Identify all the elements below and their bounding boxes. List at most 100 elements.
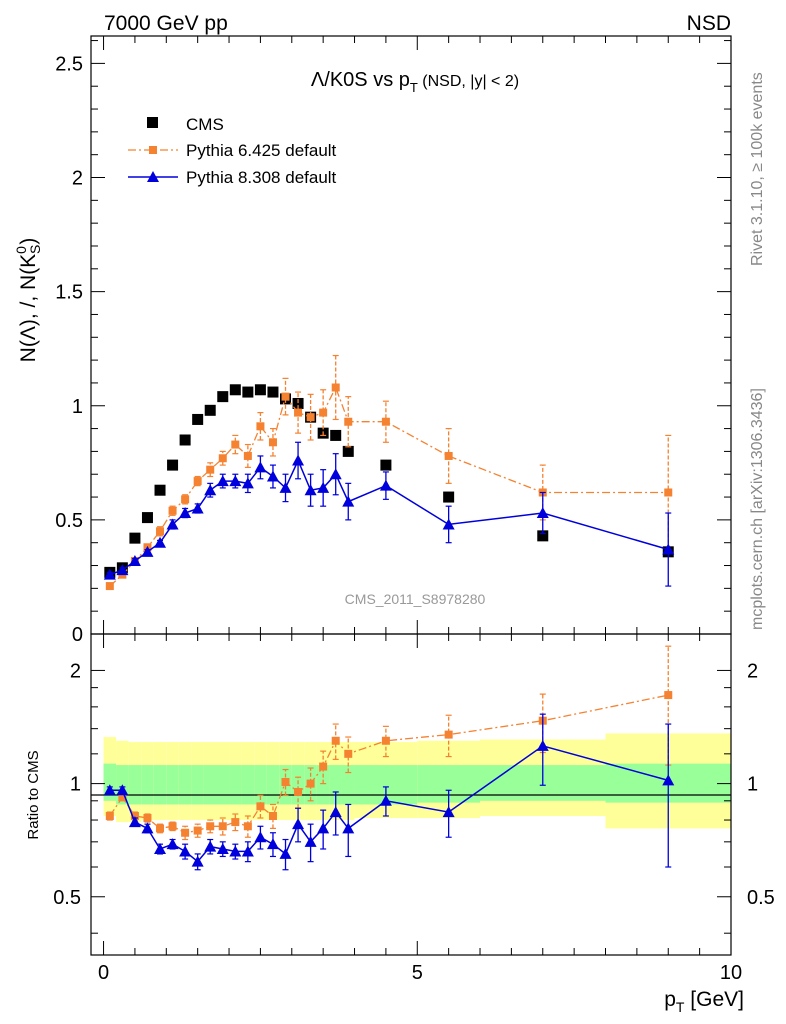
- ratio-pythia-8-308-default-point: [128, 816, 141, 828]
- pythia-6-425-default-point: [156, 527, 165, 536]
- pythia-6-425-default-point: [206, 465, 215, 474]
- pythia-8-308-default-point: [379, 479, 392, 491]
- main-ylabel-tail: ): [17, 238, 40, 245]
- ratio-pythia-8-308-default-point: [662, 774, 675, 786]
- mcplots-label: mcplots.cern.ch [arXiv:1306.3436]: [749, 388, 766, 630]
- ratio-pythia-8-308-default-point: [254, 831, 267, 843]
- ratio-pythia-6-425-default-point: [444, 730, 453, 739]
- pythia-6-425-default-point: [664, 488, 673, 497]
- pythia-8-308-default-point: [279, 481, 292, 493]
- legend-label-pythia8: Pythia 8.308 default: [186, 168, 337, 187]
- cms-point: [254, 384, 266, 396]
- pythia-8-308-default-point: [191, 502, 204, 514]
- ratio-pythia-8-308-default-point: [342, 822, 355, 834]
- main-ytick-label: 1.5: [55, 282, 83, 304]
- ratio-pythia-8-308-default-point: [141, 822, 154, 834]
- ratio-pythia-6-425-default-point: [243, 822, 252, 831]
- x-axis-label-text: p: [664, 988, 676, 1011]
- pythia-6-425-default-point: [256, 422, 265, 431]
- ratio-pythia-8-308-default-point: [229, 845, 242, 857]
- pythia-8-308-default-point: [317, 481, 330, 493]
- pythia-8-308-default-point: [166, 518, 179, 530]
- ratio-pythia-8-308-default-point: [191, 855, 204, 867]
- ratio-pythia-6-425-default-point: [268, 811, 277, 820]
- pythia-8-308-default-point: [342, 495, 355, 507]
- cms-point: [242, 386, 254, 398]
- ratio-pythia-8-308-default-point: [204, 840, 217, 852]
- ratio-pythia-8-308-default-point: [304, 835, 317, 847]
- cms-point: [154, 484, 166, 496]
- cms-point: [537, 530, 549, 542]
- pythia-6-425-default-point: [168, 506, 177, 515]
- cms-point: [141, 512, 153, 524]
- ratio-pythia-8-308-default-point: [329, 806, 342, 818]
- ratio-ytick-label-right: 2: [747, 660, 758, 682]
- pythia-8-308-default-point: [254, 461, 267, 473]
- ratio-ytick-label: 1: [70, 774, 81, 796]
- pythia-8-308-default-point: [241, 477, 254, 489]
- ratio-pythia-6-425-default-point: [306, 779, 315, 788]
- pythia-6-425-default-point: [444, 451, 453, 460]
- pythia-8-308-default-point: [179, 507, 192, 519]
- uncertainty-band-inner: [128, 765, 142, 805]
- legend: CMS Pythia 6.425 default Pythia 8.308 de…: [128, 115, 337, 187]
- ratio-ytick-label-right: 0.5: [747, 887, 775, 909]
- ratio-pythia-6-425-default-point: [256, 802, 265, 811]
- ratio-pythia-6-425-default-point: [381, 736, 390, 745]
- main-title-tail: (NSD, |y| < 2): [418, 73, 519, 90]
- ratio-pythia-8-308-default-point: [179, 845, 192, 857]
- pythia-8-308-default-point: [304, 484, 317, 496]
- main-panel: 00.511.522.5 Λ/K0S vs pT (NSD, |y| < 2) …: [13, 35, 732, 646]
- ratio-pythia-8-308-default-point: [317, 822, 330, 834]
- ratio-pythia-6-425-default-point: [156, 824, 165, 833]
- ratio-pythia-6-425-default-point: [206, 822, 215, 831]
- legend-marker-cms: [147, 117, 158, 128]
- main-ytick-label: 2.5: [55, 53, 83, 75]
- header-right: NSD: [687, 12, 731, 35]
- legend-marker-pythia6: [149, 146, 157, 154]
- ratio-pythia-8-308-default-point: [292, 818, 305, 830]
- ratio-panel: 0.5 0.5 1 1 2 2 0 5 10 Ratio to CMS pT [GeV]: [25, 633, 775, 1015]
- ratio-frame: [90, 633, 732, 956]
- cms-point: [292, 397, 304, 409]
- x-axis-label-tail: [GeV]: [684, 988, 744, 1011]
- pythia-6-425-default-point: [381, 417, 390, 426]
- cms-point: [380, 459, 392, 471]
- ratio-xtick-label: 0: [98, 962, 109, 984]
- ratio-pythia-6-425-default-point: [218, 822, 227, 831]
- cms-point: [179, 434, 191, 446]
- uncertainty-band-inner: [203, 765, 217, 805]
- legend-marker-pythia8: [147, 171, 159, 182]
- ratio-pythia-6-425-default-point: [664, 691, 673, 700]
- cms-point: [443, 491, 455, 503]
- pythia-8-308-default-point: [103, 568, 116, 580]
- uncertainty-band-inner: [166, 765, 179, 805]
- pythia-8-308-default-point: [662, 543, 675, 555]
- main-ytick-label: 2: [72, 168, 83, 190]
- uncertainty-band-inner: [191, 765, 204, 805]
- main-title-sub: T: [410, 80, 418, 95]
- uncertainty-band-inner: [153, 765, 167, 805]
- cms-point: [192, 413, 204, 425]
- pythia-6-425-default-point: [344, 417, 353, 426]
- pythia-6-425-default-point: [319, 408, 328, 417]
- pythia-6-425-default-point: [331, 383, 340, 392]
- cms-point: [129, 532, 141, 544]
- uncertainty-band-inner: [266, 765, 280, 805]
- main-ylabel: N(Λ), /, N(K0S): [13, 238, 43, 363]
- ratio-pythia-8-308-default-point: [266, 838, 279, 850]
- ratio-pythia-6-425-default-point: [143, 814, 152, 823]
- ratio-pythia-8-308-default-point: [216, 842, 229, 854]
- ratio-pythia-6-425-default-point: [118, 793, 127, 802]
- ratio-pythia-6-425-default-point: [344, 749, 353, 758]
- main-title-text: Λ/K0S vs p: [311, 69, 410, 91]
- pythia-8-308-default-point: [204, 484, 217, 496]
- pythia-8-308-default-point: [266, 470, 279, 482]
- analysis-watermark: CMS_2011_S8978280: [345, 591, 486, 607]
- uncertainty-band-inner: [241, 765, 255, 805]
- pythia-6-425-default-point: [181, 495, 190, 504]
- pythia-6-425-default-point: [193, 477, 202, 486]
- ratio-pythia-6-425-default-point: [168, 822, 177, 831]
- pythia-6-425-default-point: [268, 438, 277, 447]
- pythia-8-308-default-point: [154, 536, 167, 548]
